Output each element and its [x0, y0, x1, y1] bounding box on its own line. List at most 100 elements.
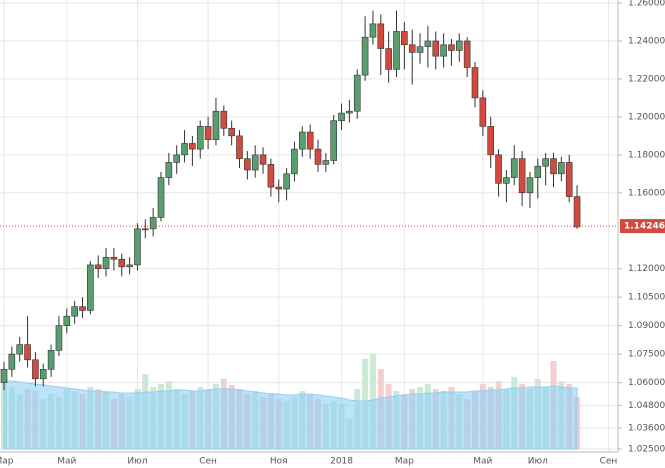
candle-body: [228, 127, 235, 137]
x-tick-label: Мар: [0, 457, 14, 467]
candle-body: [573, 196, 581, 228]
y-tick-label: 1.20000: [628, 112, 665, 122]
candle-body: [251, 154, 259, 171]
candle-body: [291, 148, 298, 175]
candle-body: [448, 44, 455, 51]
candle-body: [463, 40, 471, 68]
y-tick-label: 1.10500: [628, 293, 665, 303]
candle-body: [306, 131, 314, 150]
candle-body: [196, 126, 204, 150]
candle-body: [220, 110, 228, 129]
candle-body: [408, 44, 416, 53]
candle-body: [432, 40, 440, 57]
candle-body: [361, 36, 369, 76]
candle-body: [236, 135, 243, 159]
candle-body: [534, 165, 542, 178]
candle-body: [338, 112, 345, 121]
candle-body: [189, 143, 196, 150]
candle-body: [212, 110, 220, 140]
candle-body: [330, 120, 338, 161]
y-tick-label: 1.18000: [628, 150, 665, 160]
candle-body: [369, 23, 377, 38]
candle-body: [181, 143, 188, 156]
y-tick-label: 1.07500: [628, 350, 665, 360]
x-tick-label: Сен: [199, 457, 217, 467]
candle-body: [267, 164, 275, 188]
candle-body: [346, 110, 353, 114]
candle-body: [393, 31, 400, 70]
x-tick-label: Май: [473, 457, 492, 467]
candle-body: [102, 257, 110, 270]
candle-body: [157, 177, 165, 218]
candle-body: [149, 217, 157, 230]
x-tick-label: Июл: [528, 457, 548, 467]
candle-body: [471, 67, 479, 99]
candle-body: [377, 23, 385, 49]
volume-ma-area: [3, 380, 578, 450]
candle-body: [32, 359, 39, 380]
candle-body: [39, 368, 47, 380]
y-tick-label: 1.16000: [628, 188, 665, 198]
candle-body: [440, 44, 447, 57]
last-price-box: [620, 219, 665, 234]
candle-body: [118, 258, 126, 268]
candle-body: [424, 40, 432, 47]
candle-body: [314, 148, 322, 165]
candle-body: [401, 31, 408, 46]
x-tick-label: Ноя: [270, 457, 288, 467]
candle-body: [244, 158, 251, 171]
y-tick-label: 1.26000: [628, 0, 665, 9]
candle-body: [63, 315, 71, 326]
y-tick-label: 1.02500: [628, 445, 665, 455]
candle-body: [71, 306, 78, 317]
last-price-label: 1.14246: [624, 222, 665, 232]
y-tick-label: 1.09000: [628, 321, 665, 331]
candle-body: [126, 264, 133, 268]
candle-body: [526, 177, 534, 194]
candle-body: [8, 353, 16, 370]
candle-body: [110, 257, 118, 260]
x-tick-label: Май: [57, 457, 76, 467]
candle-body: [165, 162, 173, 178]
y-tick-label: 1.22000: [628, 74, 665, 84]
x-tick-label: 2018: [330, 457, 353, 467]
candle-body: [283, 173, 290, 190]
candle-body: [87, 264, 94, 311]
y-tick-label: 1.12000: [628, 264, 665, 274]
candle-body: [550, 158, 557, 175]
candle-body: [479, 97, 487, 127]
candle-body: [487, 126, 495, 156]
x-tick-label: Июл: [127, 457, 147, 467]
candle-body: [510, 158, 518, 178]
candle-body: [47, 350, 55, 370]
y-tick-label: 1.06000: [628, 378, 665, 388]
candle-body: [416, 46, 424, 53]
candle-body: [94, 264, 102, 270]
candle-body: [455, 40, 463, 51]
candle-body: [142, 228, 149, 231]
candle-body: [322, 160, 330, 165]
x-tick-label: Мар: [395, 457, 414, 467]
candle-body: [495, 154, 502, 184]
candle-body: [503, 177, 510, 184]
x-tick-label: Сен: [600, 457, 618, 467]
candle-body: [55, 325, 63, 351]
candle-body: [259, 154, 267, 165]
candle-body: [134, 228, 141, 266]
candle-body: [24, 344, 31, 361]
candle-body: [79, 306, 86, 311]
candle-body: [298, 131, 306, 150]
candle-body: [16, 344, 24, 355]
y-tick-label: 1.24000: [628, 36, 665, 46]
y-tick-label: 1.03600: [628, 424, 665, 434]
candle-body: [353, 74, 361, 112]
candle-body: [518, 158, 526, 194]
candle-body: [542, 158, 549, 167]
candle-body: [173, 154, 180, 163]
candle-body: [0, 368, 8, 383]
candle-body: [204, 126, 212, 140]
y-tick-label: 1.04800: [628, 401, 665, 411]
candle-body: [565, 162, 573, 197]
candle-body: [275, 186, 283, 190]
